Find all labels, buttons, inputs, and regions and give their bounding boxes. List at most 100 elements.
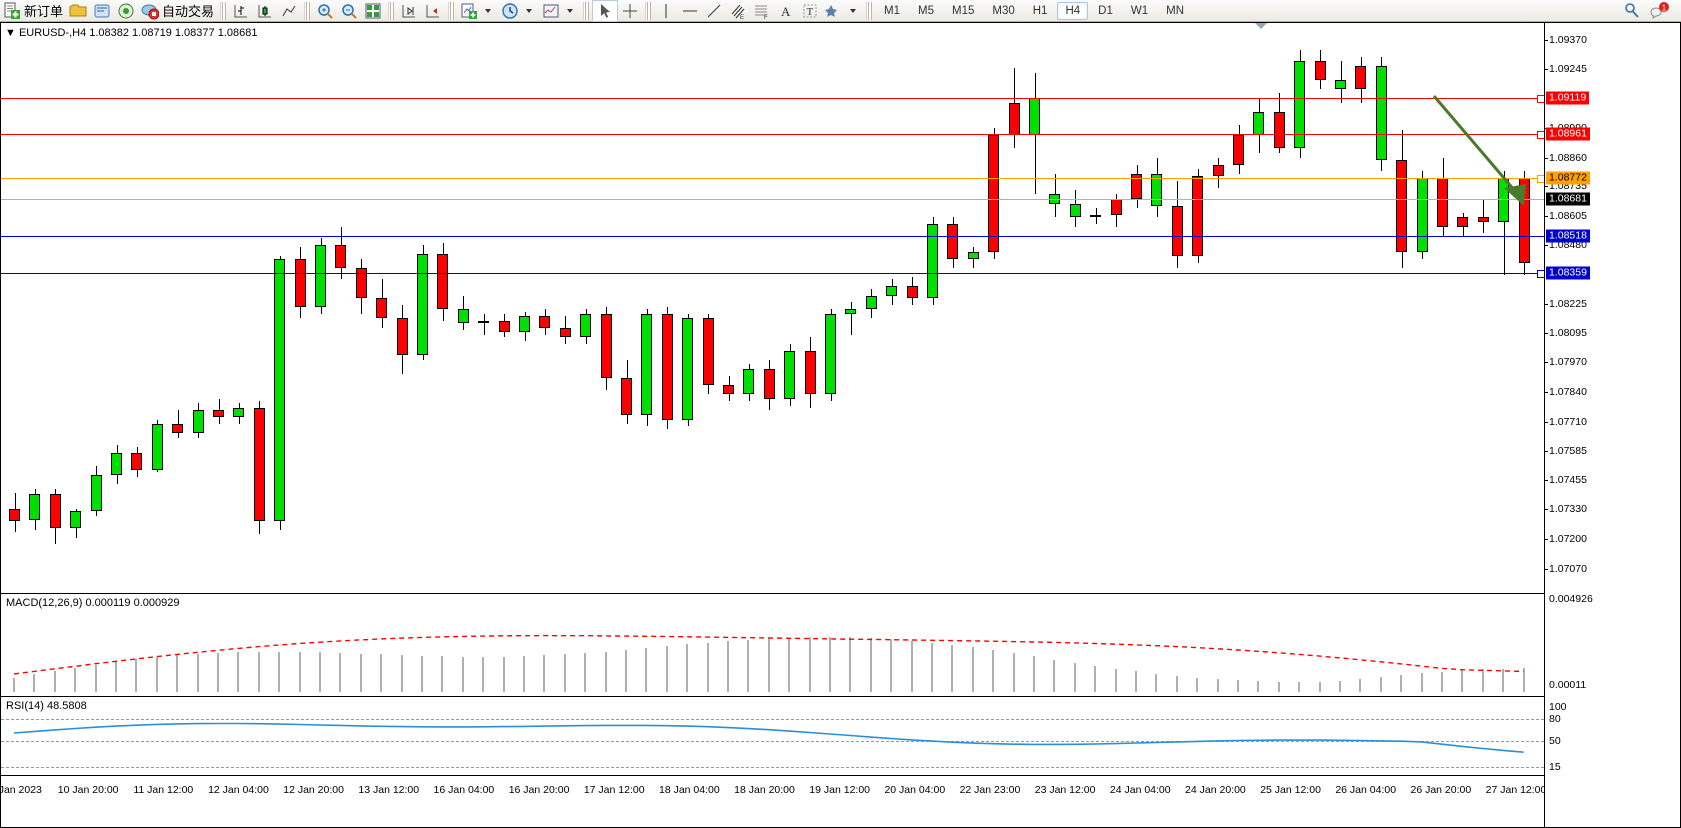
equidistant-channel-button[interactable]: E: [726, 1, 750, 21]
period-button[interactable]: [498, 1, 539, 21]
macd-histogram-bar: [176, 655, 179, 692]
chart-window[interactable]: ▼ EURUSD-,H4 1.08382 1.08719 1.08377 1.0…: [0, 22, 1681, 828]
toolbar-separator: [304, 1, 311, 20]
price-tag-pivot-line[interactable]: 1.08772: [1546, 171, 1590, 185]
zoom-out-button[interactable]: [337, 1, 361, 21]
macd-histogram-bar: [1522, 668, 1525, 692]
price-tag-resistance-line[interactable]: 1.09119: [1546, 91, 1590, 105]
macd-histogram-bar: [1114, 668, 1117, 692]
price-level-line[interactable]: [1, 198, 1544, 200]
macd-histogram-bar: [1298, 681, 1301, 692]
price-pane[interactable]: ▼ EURUSD-,H4 1.08382 1.08719 1.08377 1.0…: [1, 23, 1544, 591]
candle-body: [1375, 65, 1387, 160]
time-tick-label: 27 Jan 12:00: [1485, 784, 1547, 796]
time-tick-label: 18 Jan 20:00: [734, 784, 795, 796]
text-button[interactable]: T: [798, 1, 822, 21]
candle-body: [1335, 79, 1346, 89]
timeframe-h4[interactable]: H4: [1057, 1, 1089, 20]
cursor-button[interactable]: [592, 0, 619, 22]
candle-body: [886, 286, 898, 296]
rsi-label: RSI(14) 48.5808: [6, 700, 87, 712]
trendline-button[interactable]: [702, 1, 726, 21]
timeframe-m5[interactable]: M5: [918, 4, 934, 17]
line-chart-button[interactable]: [277, 1, 301, 21]
zoom-in-button[interactable]: [313, 1, 337, 21]
price-tag-support-line[interactable]: 1.08359: [1546, 266, 1590, 280]
svg-text:1: 1: [1662, 3, 1667, 12]
objects-button[interactable]: [822, 1, 863, 21]
level-handle[interactable]: [1537, 269, 1544, 278]
add-indicator-button[interactable]: [457, 1, 498, 21]
price-level-line[interactable]: [1, 236, 1544, 238]
rsi-pane[interactable]: RSI(14) 48.5808: [1, 696, 1544, 775]
bar-chart-button[interactable]: [229, 1, 253, 21]
level-handle[interactable]: [1537, 131, 1544, 140]
level-handle[interactable]: [1537, 95, 1544, 104]
macd-histogram-bar: [1379, 676, 1382, 692]
macd-histogram-bar: [1461, 670, 1464, 692]
chevron-down-icon[interactable]: [526, 8, 533, 13]
templates-button[interactable]: [539, 1, 580, 21]
shift-end-button[interactable]: [397, 1, 421, 21]
chevron-down-icon[interactable]: [850, 8, 857, 13]
new-order-button[interactable]: 新订单: [0, 1, 66, 21]
time-tick-label: 23 Jan 12:00: [1034, 784, 1096, 796]
timeframe-h1[interactable]: H1: [1032, 4, 1048, 17]
navigator-button[interactable]: [114, 1, 138, 21]
text-label-button[interactable]: A: [774, 1, 798, 21]
autotrade-button[interactable]: 自动交易: [138, 1, 217, 21]
terminal-button[interactable]: [90, 1, 114, 21]
time-axis[interactable]: 10 Jan 2023 10 Jan 20:00 11 Jan 12:00 12 Ja…: [0, 775, 1547, 798]
timeframe-d1[interactable]: D1: [1098, 4, 1113, 17]
candle-body: [9, 509, 20, 521]
macd-histogram-bar: [563, 654, 566, 692]
crosshair-button[interactable]: [618, 1, 642, 21]
candle-body: [457, 309, 469, 324]
price-tick-label: 1.09245: [1549, 63, 1587, 76]
price-tag-support-line[interactable]: 1.08518: [1546, 229, 1590, 243]
candle-body: [967, 251, 979, 259]
price-axis[interactable]: 1.093701.092451.091191.089901.089611.088…: [1544, 23, 1680, 827]
price-level-line[interactable]: [1, 177, 1544, 179]
macd-histogram-bar: [482, 656, 485, 692]
macd-histogram-bar: [1216, 679, 1219, 692]
search-icon[interactable]: [1623, 2, 1641, 20]
vline-button[interactable]: [654, 1, 678, 21]
price-level-line[interactable]: [1, 272, 1544, 274]
symbol-dropdown-icon[interactable]: ▼: [5, 27, 16, 39]
tile-windows-button[interactable]: [361, 1, 385, 21]
time-tick-label: 10 Jan 20:00: [57, 784, 119, 796]
macd-histogram-bar: [1257, 681, 1260, 692]
timeframe-m1[interactable]: M1: [884, 4, 901, 17]
price-tag-current-price[interactable]: 1.08681: [1546, 192, 1590, 206]
chevron-down-icon[interactable]: [567, 8, 574, 13]
folder-button[interactable]: [66, 1, 90, 21]
level-handle[interactable]: [1537, 174, 1544, 183]
notification-bell-icon[interactable]: 1: [1649, 1, 1671, 20]
chart-shift-marker[interactable]: [1255, 23, 1267, 29]
macd-pane[interactable]: MACD(12,26,9) 0.000119 0.000929: [1, 593, 1544, 692]
price-tick-mark: [1545, 392, 1548, 393]
auto-scroll-button[interactable]: [421, 1, 445, 21]
timeframe-m30[interactable]: M30: [992, 4, 1015, 17]
down-trend-arrow[interactable]: [1426, 88, 1544, 218]
macd-histogram-bar: [727, 641, 729, 692]
price-tick-label: 1.07200: [1549, 533, 1587, 546]
price-level-line[interactable]: [1, 134, 1544, 136]
new-order-icon: [3, 2, 21, 20]
price-tick-mark: [1545, 333, 1548, 335]
candle-body: [29, 494, 41, 520]
candle-body: [723, 385, 734, 395]
price-level-line[interactable]: [1, 98, 1544, 100]
timeframe-w1[interactable]: W1: [1130, 4, 1149, 17]
chevron-down-icon[interactable]: [485, 8, 492, 13]
candle-body: [274, 258, 286, 521]
timeframe-mn[interactable]: MN: [1166, 4, 1184, 17]
fibo-button[interactable]: F: [750, 1, 774, 21]
candlestick-chart-button[interactable]: [253, 1, 277, 21]
price-tag-resistance-line[interactable]: 1.08961: [1546, 127, 1590, 141]
timeframe-m15[interactable]: M15: [952, 4, 975, 17]
hline-button[interactable]: [678, 1, 702, 21]
candle-body: [437, 254, 449, 310]
candlestick-chart-icon: [256, 2, 274, 20]
